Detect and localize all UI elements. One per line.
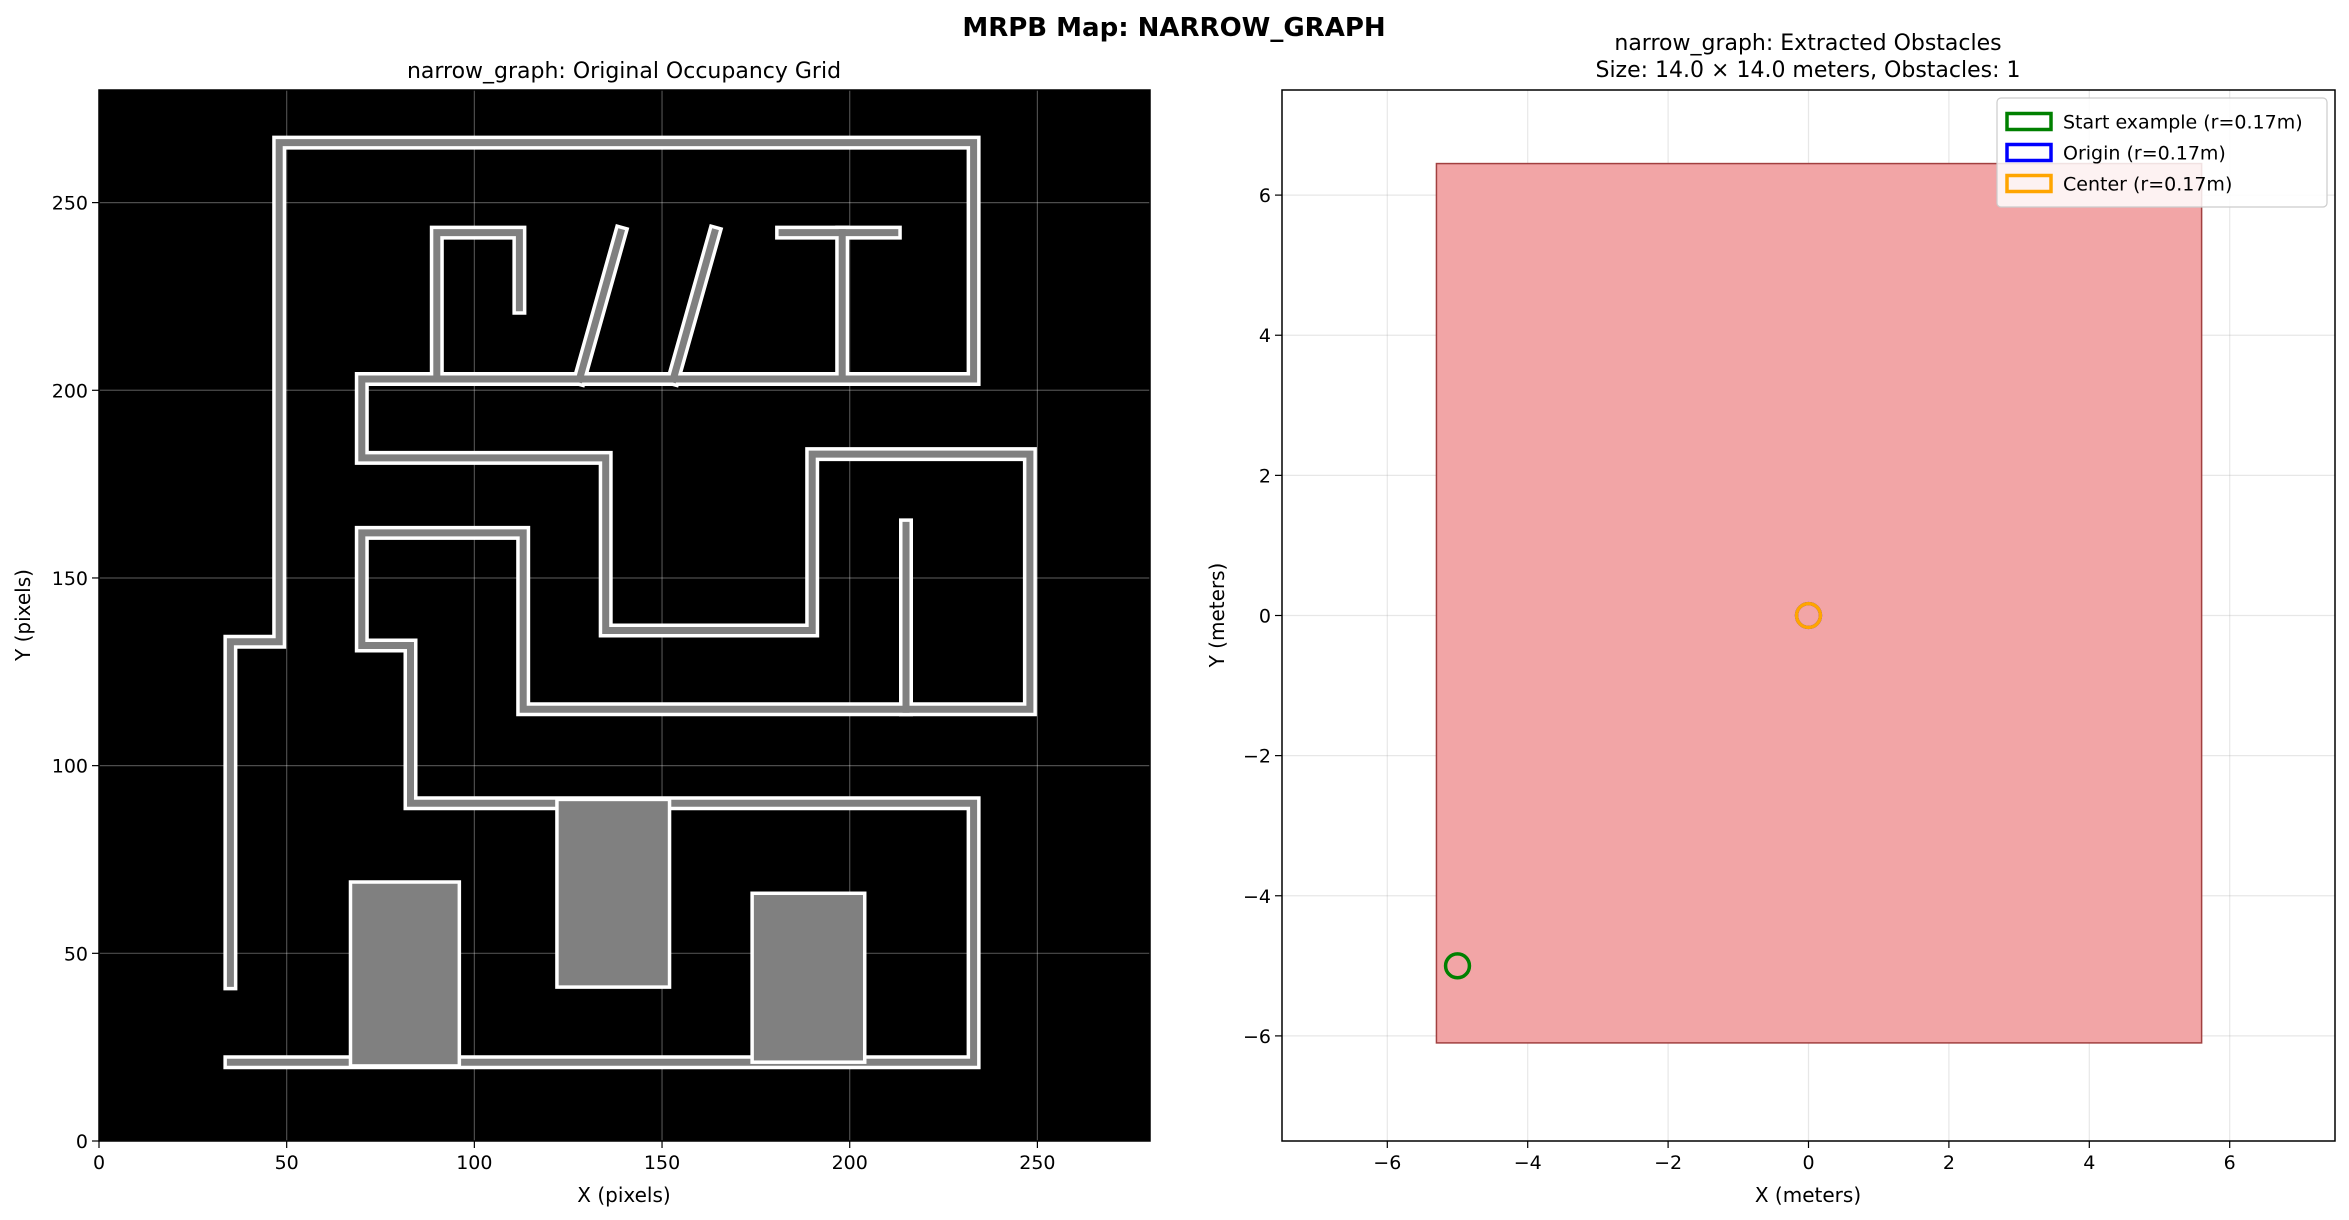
y-tick-label: −6 (1243, 1026, 1271, 1048)
left-y-ticks: 0 50 100 150 200 250 (52, 193, 99, 1153)
x-tick-label: 50 (275, 1152, 299, 1174)
x-tick-label: 0 (1802, 1152, 1814, 1174)
left-walls-fill (226, 139, 1034, 1066)
y-tick-label: 2 (1259, 465, 1271, 487)
right-xlabel: X (meters) (1755, 1183, 1861, 1207)
y-tick-label: 4 (1259, 325, 1271, 347)
left-x-ticks: 0 50 100 150 200 250 (93, 1141, 1056, 1174)
marker-circle (1794, 601, 1823, 630)
x-tick-label: 250 (1019, 1152, 1055, 1174)
legend-label: Origin (r=0.17m) (2063, 143, 2226, 165)
y-tick-label: 0 (76, 1131, 88, 1153)
x-tick-label: 0 (93, 1152, 105, 1174)
right-subtitle: Size: 14.0 × 14.0 meters, Obstacles: 1 (1595, 58, 2020, 83)
legend-swatch (2005, 173, 2053, 194)
x-tick-label: 150 (644, 1152, 680, 1174)
x-tick-label: −6 (1373, 1152, 1401, 1174)
legend-label: Start example (r=0.17m) (2063, 112, 2303, 134)
right-ylabel: Y (meters) (1205, 563, 1229, 669)
left-panel: narrow_graph: Original Occupancy Grid 0 5… (11, 59, 1151, 1207)
left-xlabel: X (pixels) (577, 1183, 670, 1207)
x-tick-label: −2 (1654, 1152, 1682, 1174)
y-tick-label: 50 (64, 943, 88, 965)
legend-swatch (2005, 111, 2053, 132)
right-panel: narrow_graph: Extracted Obstacles Size: … (1205, 31, 2336, 1207)
left-title: narrow_graph: Original Occupancy Grid (407, 59, 841, 84)
y-tick-label: 150 (52, 568, 88, 590)
wall (575, 228, 626, 384)
y-tick-label: 6 (1259, 185, 1271, 207)
legend-label: Center (r=0.17m) (2063, 174, 2232, 196)
right-x-ticks: −6 −4 −2 0 2 4 6 (1373, 1141, 2236, 1174)
left-ylabel: Y (pixels) (11, 569, 35, 662)
y-tick-label: −2 (1243, 746, 1271, 768)
x-tick-label: 6 (2224, 1152, 2236, 1174)
obstacle-polygon (1435, 162, 2203, 1044)
obstacle-block (555, 797, 672, 989)
x-tick-label: 200 (832, 1152, 868, 1174)
legend-box (1996, 97, 2328, 208)
right-markers (1443, 601, 1823, 980)
right-y-ticks: −6 −4 −2 0 2 4 6 (1243, 185, 1282, 1048)
right-obstacles (1435, 162, 2203, 1044)
y-tick-label: 200 (52, 380, 88, 402)
x-tick-label: 4 (2083, 1152, 2095, 1174)
y-tick-label: 0 (1259, 606, 1271, 628)
legend-swatch (2005, 142, 2053, 163)
obstacle-block (348, 880, 462, 1068)
right-title: narrow_graph: Extracted Obstacles (1614, 31, 2001, 56)
x-tick-label: 100 (456, 1152, 492, 1174)
y-tick-label: 100 (52, 756, 88, 778)
y-tick-label: −4 (1243, 886, 1271, 908)
x-tick-label: 2 (1943, 1152, 1955, 1174)
legend: Start example (r=0.17m) Origin (r=0.17m) C… (1996, 97, 2328, 208)
wall (226, 139, 1034, 1066)
y-tick-label: 250 (52, 193, 88, 215)
marker-circle (1443, 952, 1472, 980)
left-blocks (348, 797, 867, 1068)
obstacle-block (750, 891, 867, 1064)
wall (668, 228, 719, 384)
figure-suptitle: MRPB Map: NARROW_GRAPH (962, 13, 1385, 43)
wall (433, 229, 523, 383)
x-tick-label: −4 (1514, 1152, 1542, 1174)
left-plot-frame (98, 89, 1151, 1142)
